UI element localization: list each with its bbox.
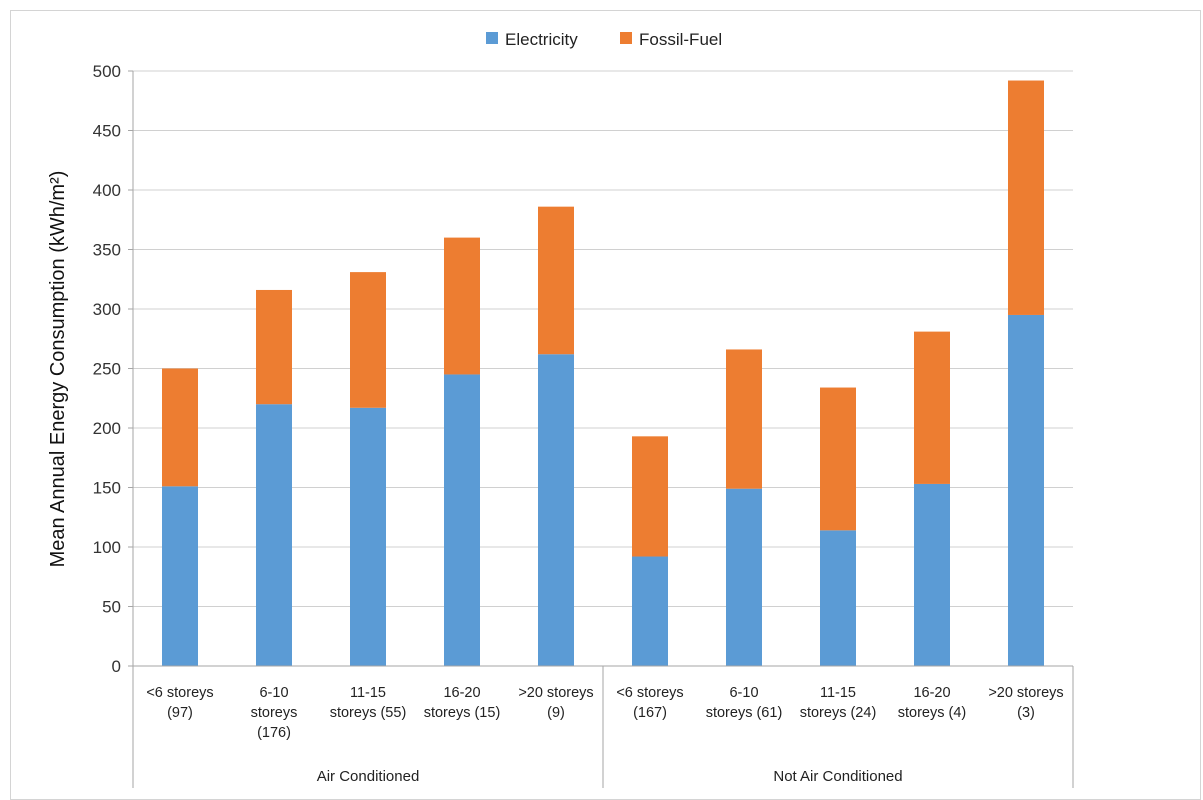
x-category-label: 16-20 storeys (4) [898,685,967,721]
bar-electricity-5 [538,354,574,666]
y-tick-label: 0 [112,657,121,676]
x-category-label: >20 storeys (3) [988,685,1063,721]
bar-electricity-6 [632,556,668,666]
bar-fossil-fuel-10 [1008,80,1044,315]
y-tick-label: 500 [93,62,121,81]
bar-electricity-1 [162,486,198,666]
y-tick-label: 250 [93,360,121,379]
y-tick-label: 350 [93,241,121,260]
x-category-label: 11-15 storeys (55) [330,685,407,721]
y-tick-label: 200 [93,419,121,438]
bar-fossil-fuel-6 [632,436,668,557]
x-category-label: <6 storeys (97) [146,685,213,721]
bar-electricity-2 [256,404,292,666]
x-category-label: 11-15 storeys (24) [800,685,877,721]
x-category-label: 6-10 storeys (176) [251,685,298,741]
y-axis-ticks: 0 50 100 150 200 250 300 350 400 450 500 [93,62,121,676]
y-tick-label: 100 [93,538,121,557]
bar-fossil-fuel-5 [538,206,574,355]
bar-electricity-4 [444,374,480,666]
bar-electricity-3 [350,407,386,666]
bar-electricity-8 [820,530,856,666]
bar-fossil-fuel-2 [256,289,292,405]
y-tick-label: 50 [102,598,121,617]
bars [162,80,1044,666]
legend-label-fossil-fuel: Fossil-Fuel [639,30,722,49]
category-labels: <6 storeys (97) 6-10 storeys (176) 11-15 store… [146,685,1063,741]
y-tick-label: 300 [93,300,121,319]
bar-electricity-10 [1008,314,1044,666]
bar-electricity-7 [726,488,762,666]
x-category-label: 16-20 storeys (15) [424,685,501,721]
x-category-label: 6-10 storeys (61) [706,685,783,721]
legend: Electricity Fossil-Fuel [486,30,722,49]
legend-swatch-electricity [486,32,498,44]
y-tick-label: 400 [93,181,121,200]
bar-electricity-9 [914,483,950,666]
x-category-label: <6 storeys (167) [616,685,683,721]
bar-fossil-fuel-4 [444,237,480,375]
bar-fossil-fuel-1 [162,368,198,487]
y-tick-label: 450 [93,122,121,141]
legend-label-electricity: Electricity [505,30,578,49]
bar-fossil-fuel-3 [350,272,386,408]
bar-fossil-fuel-8 [820,387,856,531]
bar-fossil-fuel-9 [914,331,950,484]
group-labels: Air Conditioned Not Air Conditioned [317,666,903,788]
y-tick-label: 150 [93,479,121,498]
group-label: Not Air Conditioned [773,768,902,785]
y-axis-title: Mean Annual Energy Consumption (kWh/m²) [47,171,69,568]
legend-swatch-fossil-fuel [620,32,632,44]
bar-fossil-fuel-7 [726,349,762,489]
x-category-label: >20 storeys (9) [518,685,593,721]
group-label: Air Conditioned [317,768,420,785]
